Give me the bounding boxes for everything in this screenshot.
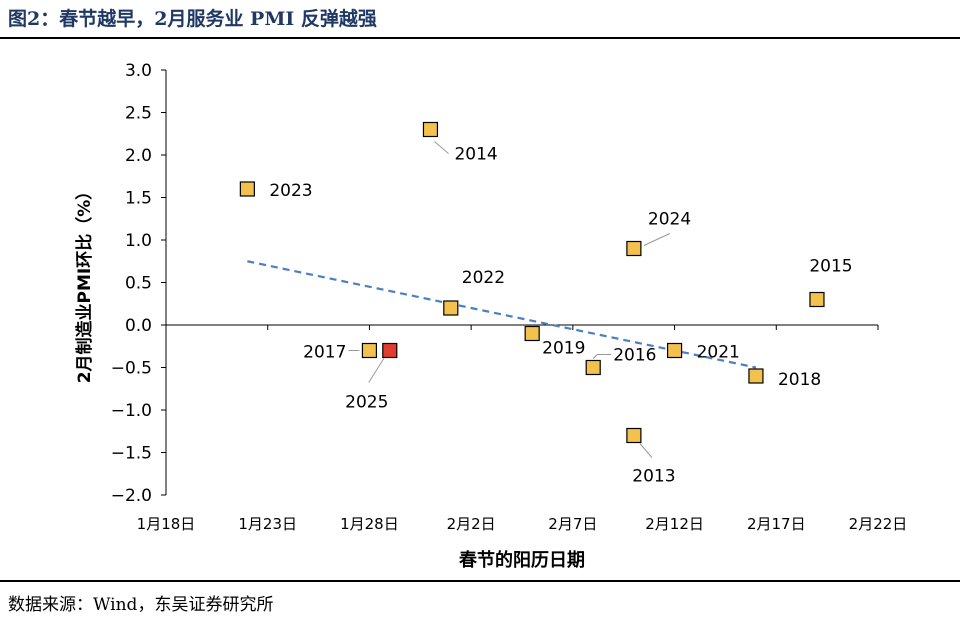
point-label-2018: 2018: [778, 370, 821, 390]
point-label-2021: 2021: [697, 343, 740, 363]
point-label-2017: 2017: [303, 343, 346, 363]
point-2018: [748, 368, 764, 384]
y-tick-label: 3.0: [125, 61, 152, 81]
bottom-rule: [0, 580, 960, 582]
leader-line: [592, 354, 612, 359]
leader-line: [639, 443, 653, 458]
x-tick-label: 2月22日: [849, 515, 908, 533]
top-rule: [0, 37, 960, 39]
point-label-2015: 2015: [809, 257, 852, 277]
leader-line: [643, 233, 671, 246]
point-label-2022: 2022: [462, 268, 505, 288]
point-2016: [585, 359, 601, 376]
y-tick-label: 0.0: [125, 316, 152, 336]
point-2014: [422, 121, 439, 138]
point-label-2023: 2023: [269, 181, 312, 201]
x-tick-label: 2月2日: [447, 515, 496, 533]
y-tick-label: −2.0: [111, 486, 152, 506]
point-2022: [443, 300, 459, 316]
point-label-2025: 2025: [345, 393, 388, 413]
point-2013: [626, 427, 642, 444]
point-2019: [524, 325, 540, 342]
chart-title: 图2：春节越早，2月服务业 PMI 反弹越强: [8, 8, 377, 30]
point-2023: [239, 181, 255, 197]
y-tick-label: 2.5: [125, 104, 152, 124]
x-tick-label: 2月7日: [548, 515, 597, 533]
leader-line: [368, 358, 385, 383]
source-note: 数据来源：Wind，东吴证券研究所: [8, 595, 274, 615]
axes-group: 3.0 2.5 2.0 1.5 1.0 0.5 0.0 −0.5 −1.0 −1.5 −2.0 1月1…: [111, 61, 908, 533]
x-tick-label: 1月23日: [238, 515, 297, 533]
y-tick-label: −1.5: [111, 444, 152, 464]
scatter-chart: 3.0 2.5 2.0 1.5 1.0 0.5 0.0 −0.5 −1.0 −1.5 −2.0 1月1…: [74, 61, 908, 571]
point-label-2016: 2016: [613, 346, 656, 366]
y-tick-label: −0.5: [111, 359, 152, 379]
x-axis-title: 春节的阳历日期: [459, 549, 585, 571]
point-2025: [382, 342, 398, 359]
point-label-2013: 2013: [632, 467, 675, 487]
point-label-2019: 2019: [542, 339, 585, 359]
y-tick-label: 1.5: [125, 189, 152, 209]
leader-line: [434, 141, 449, 154]
point-2017: [361, 342, 378, 359]
x-tick-label: 2月12日: [645, 515, 704, 533]
x-tick-label: 2月17日: [747, 515, 806, 533]
point-2021: [666, 342, 683, 359]
x-tick-label: 1月18日: [137, 515, 196, 533]
y-tick-label: 1.0: [125, 231, 152, 251]
point-label-2014: 2014: [454, 145, 497, 165]
point-2015: [809, 291, 825, 308]
point-2024: [626, 240, 642, 257]
y-tick-label: −1.0: [111, 401, 152, 421]
points-group: 2023 2014 2024 2022 2017 2025 2013 2019 2016 2021…: [239, 121, 853, 487]
x-tick-label: 1月28日: [340, 515, 399, 533]
y-tick-label: 0.5: [125, 274, 152, 294]
point-label-2024: 2024: [648, 210, 691, 230]
y-axis-title: 2月制造业PMI环比（%）: [74, 183, 95, 384]
y-tick-label: 2.0: [125, 146, 152, 166]
